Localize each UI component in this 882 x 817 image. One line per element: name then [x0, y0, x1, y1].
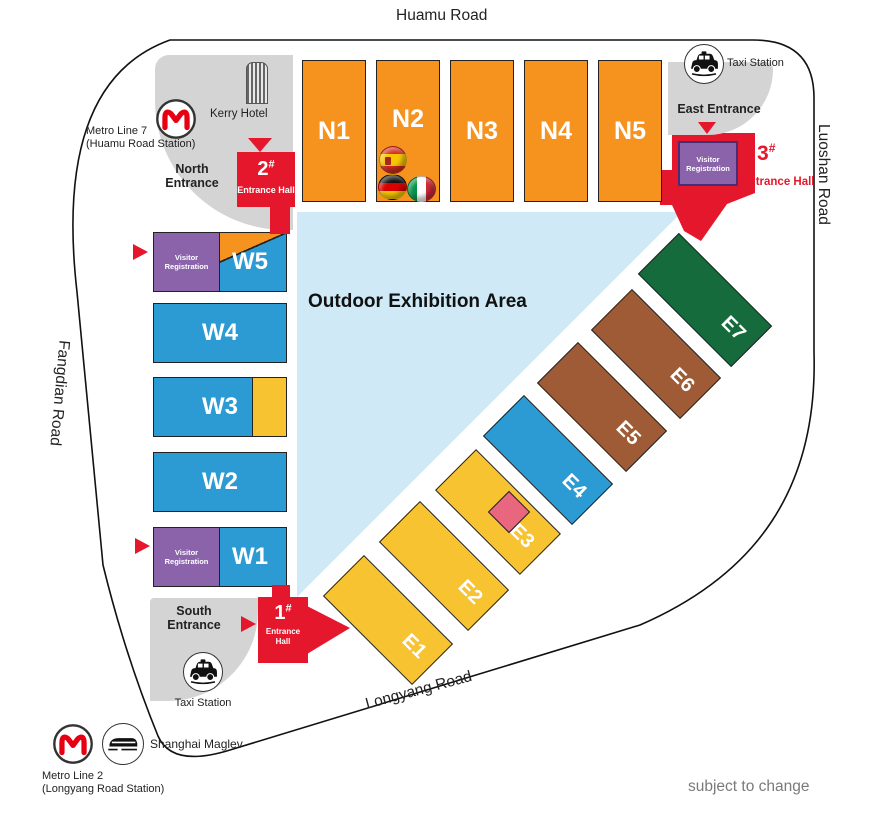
south-entrance-arrow-icon: [241, 616, 256, 632]
italy-flag-icon: [407, 176, 436, 202]
hall-w2: W2: [153, 452, 287, 512]
kerry-hotel-label: Kerry Hotel: [210, 108, 268, 120]
entrance-hall-1-stem: [272, 585, 290, 599]
hall-n3: N3: [450, 60, 514, 202]
maglev-icon: [102, 723, 144, 765]
entrance-hall-2-label: Entrance Hall: [237, 185, 295, 195]
w1-arrow-icon: [135, 538, 150, 554]
hall-label: N4: [540, 116, 572, 145]
entrance-hall-2-number: 2#: [257, 158, 275, 180]
hall-label: N1: [318, 116, 350, 145]
hall-n2: N2: [376, 60, 440, 202]
hall-label: W4: [202, 319, 238, 346]
entrance-hall-2-stem: [270, 207, 290, 234]
hall-n1: N1: [302, 60, 366, 202]
entrance-hall-3-label: Entrance Hall: [741, 176, 815, 188]
hall-label: E7: [717, 311, 751, 345]
visitor-registration-label: Visitor Registration: [164, 253, 209, 271]
visitor-registration-w1: Visitor Registration: [154, 528, 220, 586]
hall-label: N5: [614, 116, 646, 145]
hall-label: E5: [611, 416, 646, 450]
germany-flag-icon: [378, 174, 407, 200]
taxi-station-east-label: Taxi Station: [727, 57, 784, 69]
east-entrance-label: East Entrance: [677, 102, 761, 116]
hall-label: E2: [453, 575, 488, 609]
entrance-hall-1-label: Entrance Hall: [265, 627, 301, 646]
hall-label: E1: [397, 629, 432, 663]
outdoor-area-label: Outdoor Exhibition Area: [308, 291, 527, 312]
maglev-label: Shanghai Maglev: [150, 737, 243, 751]
taxi-station-east-icon: [684, 44, 724, 84]
site-boundary-line: [72, 39, 815, 758]
road-label-huamu: Huamu Road: [396, 7, 488, 24]
hall-w1: Visitor Registration W1: [153, 527, 287, 587]
spain-flag-icon: [379, 146, 407, 174]
kerry-hotel-icon: [246, 62, 268, 104]
hall-label: N3: [466, 116, 498, 145]
hall-label: E4: [557, 469, 592, 503]
metro-line2-label: Metro Line 2: [42, 770, 104, 782]
north-entrance-arrow-icon: [248, 138, 272, 152]
hall-label: W1: [232, 543, 268, 570]
hall-label: W2: [202, 468, 238, 495]
visitor-registration-label: Visitor Registration: [686, 154, 730, 173]
east-entrance-arrow-icon: [698, 122, 716, 134]
metro-line2-icon: [52, 723, 94, 765]
hall-n4: N4: [524, 60, 588, 202]
visitor-registration-label: Visitor Registration: [164, 548, 209, 566]
hall-w5: Visitor Registration W5: [153, 232, 287, 292]
entrance-hall-1-number: 1#: [274, 602, 292, 624]
hall-w3: W3: [153, 377, 287, 437]
hall-w3-yellow-section: [252, 378, 286, 436]
outdoor-exhibition-area: [297, 212, 682, 597]
hall-label: N2: [392, 105, 424, 133]
metro-line7-label: Metro Line 7: [86, 125, 148, 137]
visitor-registration-w5: Visitor Registration: [154, 233, 220, 291]
hall-w4: W4: [153, 303, 287, 363]
metro-line7-station-label: (Huamu Road Station): [86, 138, 196, 150]
w5-arrow-icon: [133, 244, 148, 260]
entrance-hall-1-wedge: [307, 606, 350, 654]
taxi-station-south-icon: [183, 652, 223, 692]
visitor-registration-e3: Visitor Registration: [678, 141, 738, 186]
metro-line7-icon: [155, 98, 197, 140]
north-entrance-label: North Entrance: [165, 162, 219, 191]
metro-line2-station-label: (Longyang Road Station): [42, 783, 165, 795]
entrance-hall-1: 1# Entrance Hall: [258, 597, 308, 663]
hall-label: W5: [232, 248, 268, 275]
hall-label: E6: [665, 363, 700, 397]
hall-label: W3: [202, 393, 238, 420]
map-disclaimer: subject to change: [688, 778, 810, 795]
hall-n5: N5: [598, 60, 662, 202]
entrance-hall-2: 2# Entrance Hall: [237, 152, 295, 207]
taxi-station-south-label: Taxi Station: [174, 697, 232, 709]
road-label-luoshan: Luoshan Road: [815, 124, 832, 225]
south-entrance-label: South Entrance: [167, 604, 221, 633]
entrance-hall-3-number: 3#: [757, 141, 776, 165]
